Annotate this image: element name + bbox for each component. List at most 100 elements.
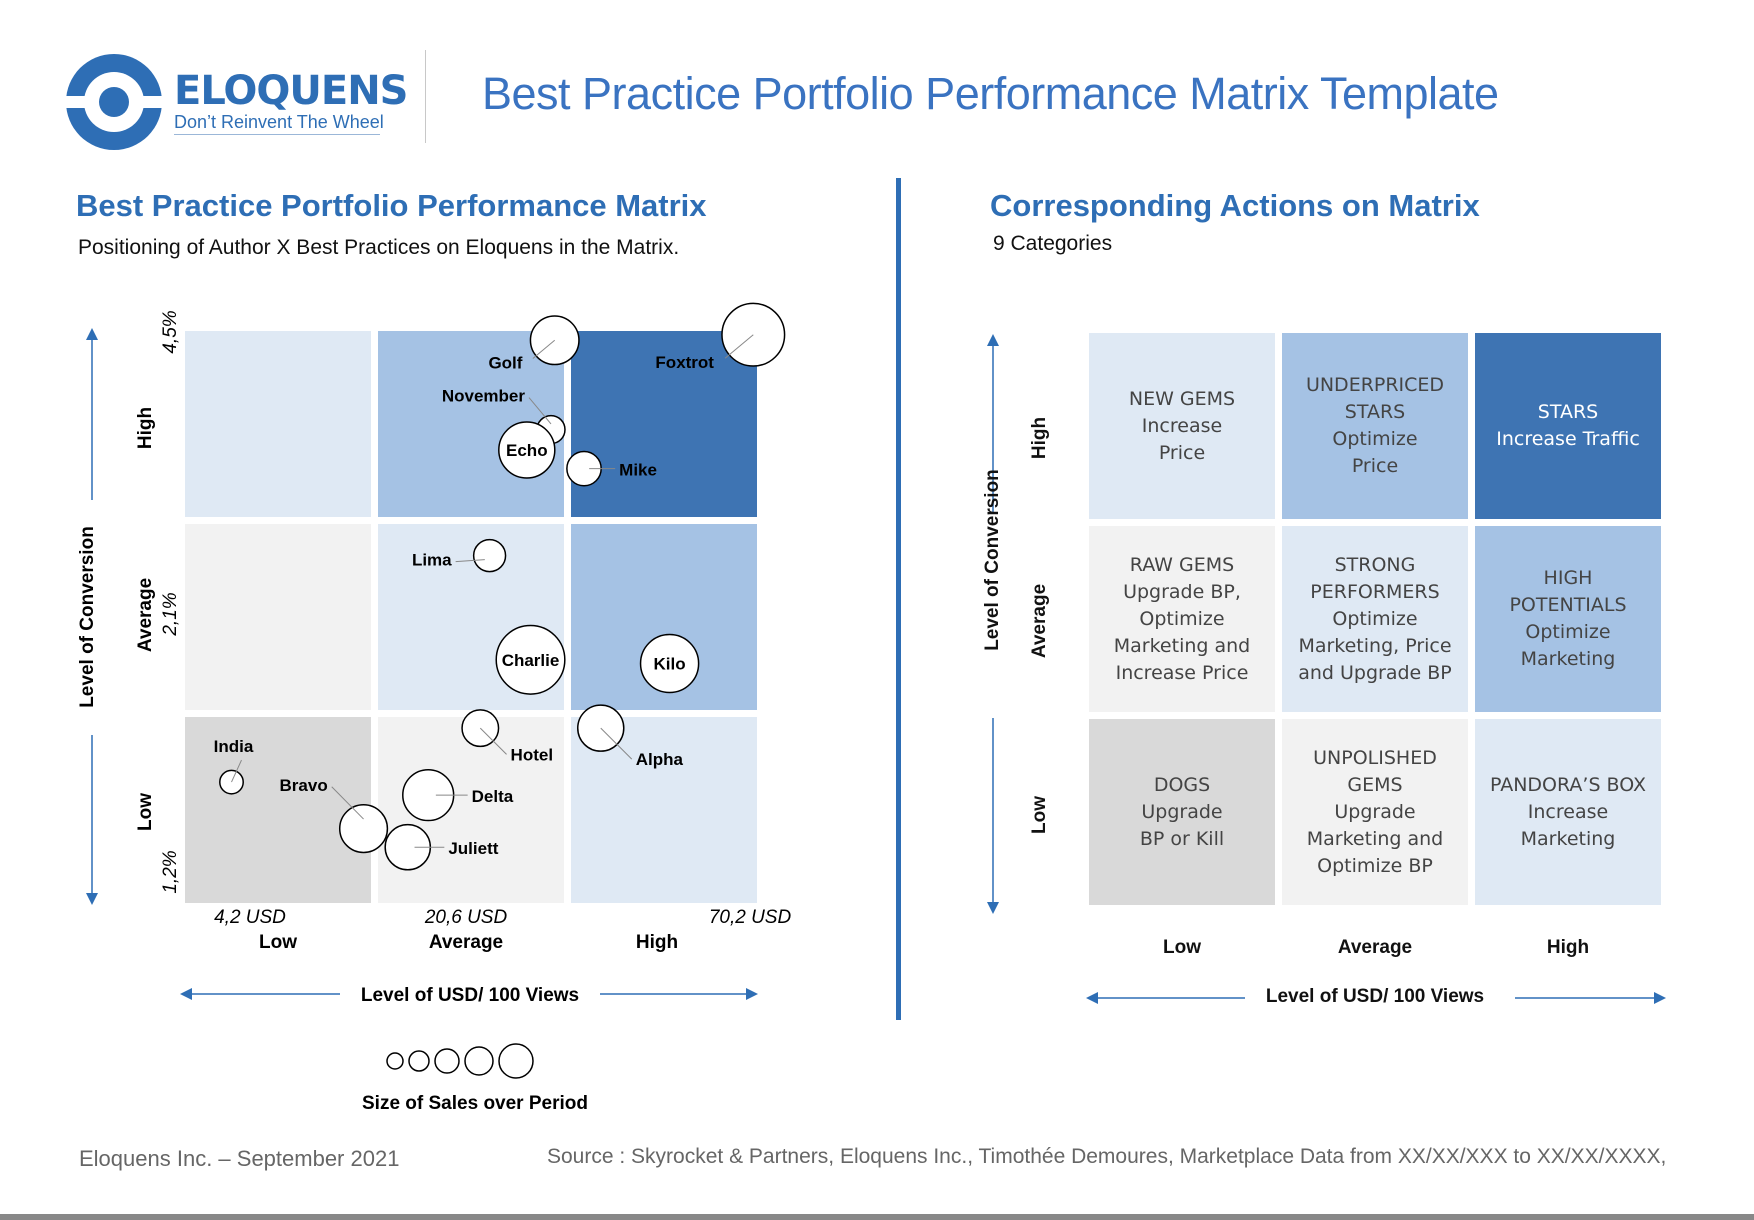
header-divider <box>425 50 426 143</box>
logo-tagline: Don’t Reinvent The Wheel <box>174 112 384 132</box>
bubble-label-golf: Golf <box>488 353 522 372</box>
x-category-label: High <box>636 932 678 953</box>
bubble-label-alpha: Alpha <box>636 750 684 769</box>
action-cell-text: HIGH POTENTIALS Optimize Marketing <box>1509 567 1627 670</box>
bubble-leader-line <box>532 339 556 359</box>
bubble-leader-line <box>455 559 485 563</box>
action-cell-dogs: DOGS Upgrade BP or Kill <box>1089 719 1275 905</box>
bubble-label-foxtrot: Foxtrot <box>655 353 714 372</box>
logo-name: ELOQUENS <box>174 68 408 114</box>
x-category-label: Average <box>429 932 503 953</box>
y-axis-arrow-up-icon <box>987 334 999 346</box>
x-category-label: Low <box>259 932 297 953</box>
bubble-label-juliett: Juliett <box>448 839 498 858</box>
x-axis-arrow-right-icon <box>746 988 758 1000</box>
matrix-title: Best Practice Portfolio Performance Matr… <box>76 188 707 223</box>
actions-row-label-average: Average <box>1029 583 1050 659</box>
action-cell-text: PANDORA’S BOX Increase Marketing <box>1489 773 1647 850</box>
action-cell-text: UNDERPRICED STARS Optimize Price <box>1305 374 1445 477</box>
x-tick-label: 20,6 USD <box>424 907 508 928</box>
center-divider <box>896 178 901 1020</box>
y-category-label: Average <box>135 578 156 652</box>
bubble-kilo <box>639 633 700 694</box>
y-axis-label: Level of Conversion <box>77 526 98 708</box>
action-cell-stars: STARS Increase Traffic <box>1475 333 1661 519</box>
action-cell-pandoras-box: PANDORA’S BOX Increase Marketing <box>1475 719 1661 905</box>
footer-source: Source : Skyrocket & Partners, Eloquens … <box>547 1145 1667 1168</box>
actions-x-axis-label: Level of USD/ 100 Views <box>1265 986 1485 1007</box>
y-tick-label: 2,1% <box>160 592 181 636</box>
bubble-label-india: India <box>214 737 254 756</box>
bubble-leader-line <box>479 727 507 755</box>
page-title: Best Practice Portfolio Performance Matr… <box>482 68 1499 119</box>
bubble-leader-line <box>231 759 242 783</box>
action-cell-strong-performers: STRONG PERFORMERS Optimize Marketing, Pr… <box>1282 526 1468 712</box>
size-legend-circle <box>498 1043 534 1079</box>
actions-axes <box>987 334 1666 1004</box>
matrix-cell <box>185 717 371 903</box>
actions-subtitle: 9 Categories <box>993 232 1113 255</box>
bubble-lima <box>472 538 507 573</box>
x-axis-arrow-right-icon <box>1654 992 1666 1004</box>
size-legend-circle <box>434 1048 460 1074</box>
action-cell-high-potentials: HIGH POTENTIALS Optimize Marketing <box>1475 526 1661 712</box>
x-axis-label: Level of USD/ 100 Views <box>361 985 579 1006</box>
matrix-subtitle: Positioning of Author X Best Practices o… <box>78 236 680 259</box>
bubble-label-charlie: Charlie <box>502 651 560 670</box>
bubble-label-lima: Lima <box>412 551 452 570</box>
actions-y-axis-label: Level of Conversion <box>982 469 1003 651</box>
x-tick-label: 70,2 USD <box>709 907 792 928</box>
y-axis-arrow-down-icon <box>86 893 98 905</box>
bubble-charlie <box>495 624 566 695</box>
portfolio-matrix-chart: Level of Conversion Level of USD/ 100 Vie… <box>77 302 792 1114</box>
bubble-leader-line <box>600 727 633 760</box>
action-cell-new-gems: NEW GEMS Increase Price <box>1089 333 1275 519</box>
y-category-label: Low <box>135 793 156 831</box>
bubble-label-bravo: Bravo <box>280 776 328 795</box>
bubble-label-hotel: Hotel <box>511 745 554 764</box>
y-category-label: High <box>135 407 156 449</box>
action-cell-raw-gems: RAW GEMS Upgrade BP, Optimize Marketing … <box>1089 526 1275 712</box>
bubble-label-echo: Echo <box>506 441 548 460</box>
bubble-foxtrot <box>721 302 786 367</box>
actions-row-label-high: High <box>1029 416 1050 460</box>
bubble-label-november: November <box>442 387 526 406</box>
x-axis-arrow-left-icon <box>180 988 192 1000</box>
bubble-leader-line <box>528 397 552 425</box>
y-tick-label: 1,2% <box>160 850 181 893</box>
actions-col-label-low: Low <box>1163 937 1201 958</box>
y-tick-label: 4,5% <box>160 310 181 353</box>
actions-col-label-average: Average <box>1337 937 1413 958</box>
action-cell-unpolished-gems: UNPOLISHED GEMS Upgrade Marketing and Op… <box>1282 719 1468 905</box>
size-legend-circle <box>408 1050 430 1072</box>
size-legend-circle <box>464 1046 494 1076</box>
x-tick-label: 4,2 USD <box>214 907 286 928</box>
action-cell-text: RAW GEMS Upgrade BP, Optimize Marketing … <box>1113 553 1251 684</box>
footer-company: Eloquens Inc. – September 2021 <box>79 1146 400 1171</box>
actions-col-label-high: High <box>1546 937 1590 958</box>
bubble-label-kilo: Kilo <box>654 655 686 674</box>
size-legend-label: Size of Sales over Period <box>362 1093 588 1114</box>
matrix-cell <box>571 331 757 517</box>
action-cell-text: STARS Increase Traffic <box>1496 401 1640 450</box>
bubble-bravo <box>338 804 389 854</box>
x-axis-arrow-left-icon <box>1086 992 1098 1004</box>
bubble-leader-line <box>724 334 754 359</box>
bottom-bar <box>0 1214 1754 1220</box>
actions-row-label-low: Low <box>1029 796 1050 834</box>
action-cell-text: DOGS Upgrade BP or Kill <box>1139 773 1225 850</box>
y-axis-arrow-up-icon <box>86 328 98 340</box>
action-cell-text: NEW GEMS Increase Price <box>1128 387 1236 464</box>
bubble-leader-line <box>331 786 364 820</box>
actions-title: Corresponding Actions on Matrix <box>990 188 1480 223</box>
logo-underline <box>174 134 380 135</box>
y-axis-arrow-down-icon <box>987 902 999 914</box>
action-cell-text: STRONG PERFORMERS Optimize Marketing, Pr… <box>1298 553 1452 684</box>
action-cell-underpriced-stars: UNDERPRICED STARS Optimize Price <box>1282 333 1468 519</box>
bubble-label-mike: Mike <box>619 461 657 480</box>
matrix-cell <box>185 524 371 710</box>
matrix-cell <box>185 331 371 517</box>
action-cell-text: UNPOLISHED GEMS Upgrade Marketing and Op… <box>1306 746 1444 877</box>
bubble-echo <box>498 421 556 479</box>
eloquens-logo-icon <box>64 54 164 150</box>
